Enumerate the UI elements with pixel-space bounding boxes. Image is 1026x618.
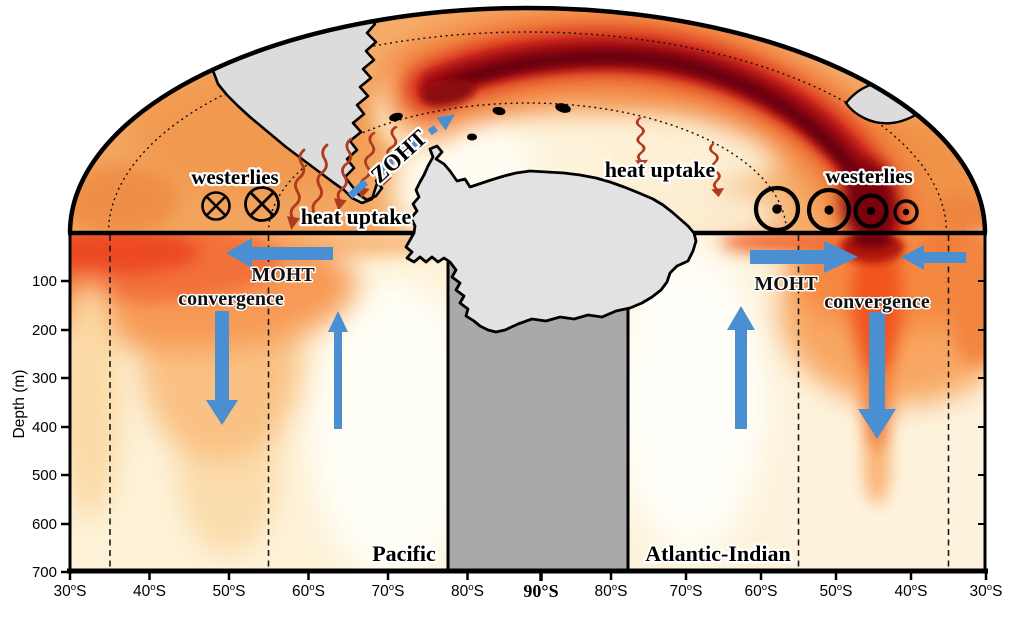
latitude-graticule [107,31,948,233]
downwelling-arrow-right [858,312,896,439]
svg-text:700: 700 [32,564,57,581]
svg-text:70oS: 70oS [670,582,703,600]
svg-text:40oS: 40oS [895,582,928,600]
svg-text:100: 100 [32,273,57,290]
y-axis-title: Depth (m) [11,370,28,439]
svg-text:500: 500 [32,467,57,484]
polar-map-warming-field [70,8,985,233]
moht-arrow-left [226,238,333,268]
heat-uptake-label-right: heat uptake [605,157,716,182]
convergence-arrow-right-inward [901,245,966,270]
x-axis-pole-label: 90°S [523,581,558,601]
section-latitude-dashed-lines [109,235,950,569]
moht-arrow-right [750,241,858,273]
circumpolar-warming-band [384,8,930,233]
upwelling-arrow-left [328,311,348,429]
map-dome-outline [67,5,988,234]
heat-uptake-label-left: heat uptake [301,204,412,229]
wind-into-page-icons [201,186,280,222]
westerlies-label-left: westerlies [191,165,278,189]
wind-out-of-page-icons [753,185,919,233]
svg-text:70oS: 70oS [372,582,405,600]
pacific-section-warming-field [70,233,448,571]
moht-label-left: MOHT [251,264,315,286]
x-axis-labels: 30oS 40oS 50oS 60oS 70oS 80oS 90°S 80oS … [54,581,1003,601]
svg-text:80oS: 80oS [451,582,484,600]
svg-text:400: 400 [32,419,57,436]
svg-text:30oS: 30oS [54,582,87,600]
circulation-arrows [206,238,966,439]
convergence-label-left: convergence [178,288,284,310]
svg-text:80oS: 80oS [595,582,628,600]
svg-text:60oS: 60oS [745,582,778,600]
y-axis-labels: 100 200 300 400 500 600 700 [32,273,57,581]
basin-label-atlantic-indian: Atlantic-Indian [645,541,790,566]
svg-text:200: 200 [32,322,57,339]
svg-text:300: 300 [32,370,57,387]
antarctica-landmass [404,144,698,334]
westerlies-label-right: westerlies [825,164,912,188]
svg-text:50oS: 50oS [820,582,853,600]
upwelling-arrow-right [727,306,755,429]
basin-label-pacific: Pacific [372,541,436,566]
zoht-arrow [347,114,455,199]
convergence-label-right: convergence [824,291,930,313]
moht-label-right: MOHT [754,273,818,295]
svg-text:600: 600 [32,516,57,533]
svg-text:30oS: 30oS [970,582,1003,600]
x-axis-ticks [68,573,988,581]
svg-text:60oS: 60oS [292,582,325,600]
subantarctic-islands [389,103,571,141]
y-axis-ticks [61,279,984,574]
svg-text:50oS: 50oS [213,582,246,600]
svg-text:40oS: 40oS [133,582,166,600]
downwelling-arrow-left [206,311,238,425]
